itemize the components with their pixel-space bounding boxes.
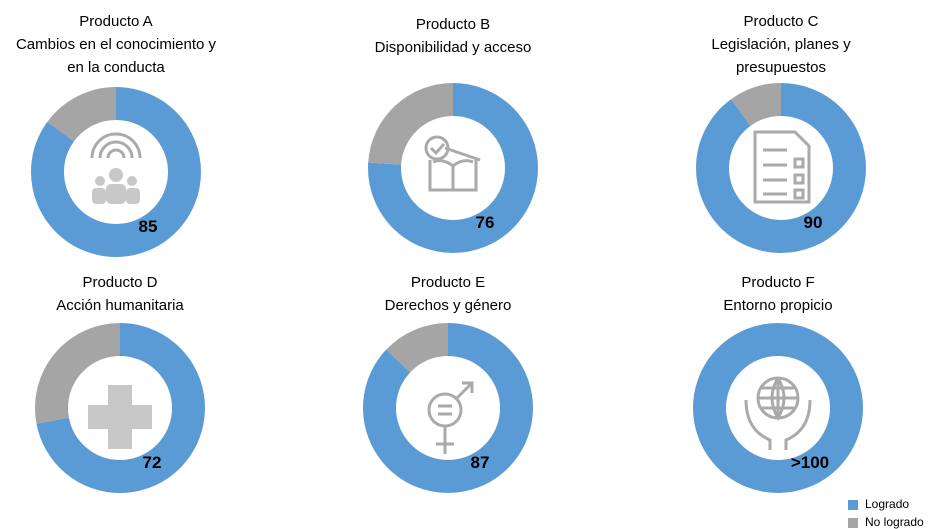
data-label: >100 [791, 453, 829, 472]
chart-title: Producto B [416, 16, 490, 33]
legend-label: Logrado [865, 497, 909, 511]
donut-segment [31, 87, 201, 257]
chart-subtitle: presupuestos [736, 59, 826, 76]
chart-title: Producto D [82, 274, 157, 291]
donut-segment [368, 83, 538, 253]
chart-subtitle: Entorno propicio [723, 297, 832, 314]
chart-subtitle: Legislación, planes y [711, 36, 851, 53]
icon-gender [427, 381, 474, 454]
icon-cross [88, 385, 152, 449]
icon-globe-hands [744, 376, 812, 450]
donut-segment [693, 323, 863, 493]
chart-subtitle: Cambios en el conocimiento y [16, 36, 217, 53]
legend-swatch [848, 518, 858, 528]
icon-book [424, 135, 481, 192]
donut-segment [696, 83, 866, 253]
icon-people [90, 132, 142, 204]
chart-subtitle: Acción humanitaria [56, 297, 184, 314]
chart-title: Producto F [741, 274, 814, 291]
chart-subtitle: en la conducta [67, 59, 165, 76]
legend-item: Logrado [848, 497, 909, 511]
donut-segment [363, 323, 533, 493]
icons [88, 130, 812, 454]
legend-item: No logrado [848, 515, 924, 529]
data-label: 87 [471, 453, 490, 472]
chart-subtitle: Derechos y género [385, 297, 512, 314]
data-label: 76 [476, 213, 495, 232]
legend-label: No logrado [865, 515, 924, 529]
chart-title: Producto C [743, 13, 818, 30]
chart-title: Producto E [411, 274, 485, 291]
legend-swatch [848, 500, 858, 510]
donut-segment [35, 323, 205, 493]
data-label: 90 [804, 213, 823, 232]
chart-subtitle: Disponibilidad y acceso [375, 39, 532, 56]
donut-segment [696, 83, 866, 253]
icon-document [753, 130, 811, 204]
data-label: 85 [139, 217, 158, 236]
data-label: 72 [143, 453, 162, 472]
chart-title: Producto A [79, 13, 152, 30]
